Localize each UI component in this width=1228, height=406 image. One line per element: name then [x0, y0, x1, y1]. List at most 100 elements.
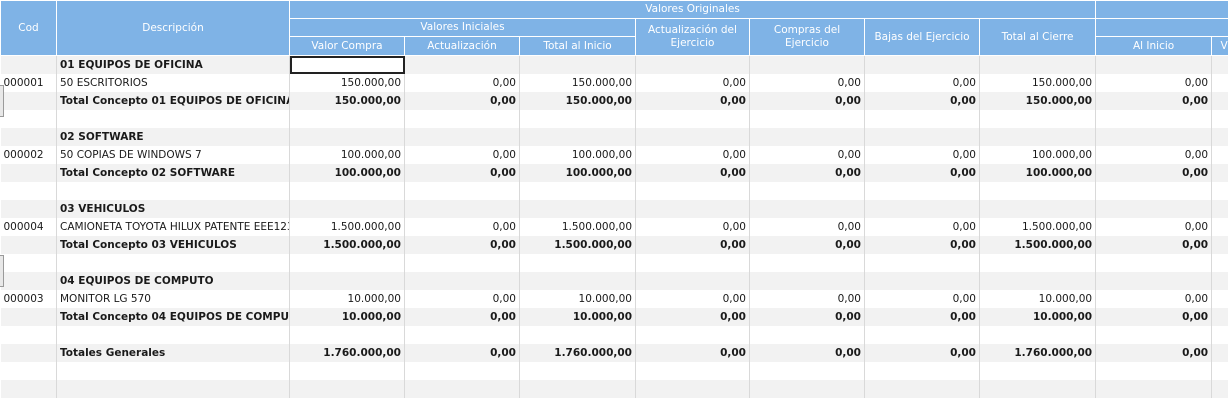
cell-total-al-cierre[interactable]: [979, 200, 1097, 218]
cell-next[interactable]: [1211, 55, 1228, 74]
cell-actualizacion-ejercicio[interactable]: [635, 254, 750, 272]
cell-compras-ejercicio[interactable]: [749, 380, 865, 398]
cell-valor-compra[interactable]: 100.000,00: [289, 164, 405, 182]
cell-al-inicio[interactable]: 0,00: [1095, 164, 1213, 182]
cell-actualizacion[interactable]: 0,00: [404, 236, 520, 254]
cell-valor-compra[interactable]: [289, 200, 405, 218]
cell-descripcion[interactable]: 50 COPIAS DE WINDOWS 7: [56, 146, 290, 164]
cell-actualizacion-ejercicio[interactable]: [635, 326, 750, 344]
cell-total-al-cierre[interactable]: [979, 182, 1097, 200]
cell-actualizacion-ejercicio[interactable]: 0,00: [635, 92, 750, 110]
cell-descripcion[interactable]: 04 EQUIPOS DE COMPUTO: [56, 272, 290, 290]
cell-compras-ejercicio[interactable]: 0,00: [749, 308, 865, 326]
group-header-row[interactable]: 04 EQUIPOS DE COMPUTO: [0, 272, 1228, 290]
cell-compras-ejercicio[interactable]: 0,00: [749, 218, 865, 236]
cell-valor-compra[interactable]: 1.760.000,00: [289, 344, 405, 362]
cell-al-inicio[interactable]: [1095, 110, 1213, 128]
cell-total-al-inicio[interactable]: [519, 200, 636, 218]
cell-next[interactable]: [1211, 272, 1228, 290]
cell-actualizacion[interactable]: [404, 55, 520, 74]
cell-total-al-cierre[interactable]: 1.760.000,00: [979, 344, 1097, 362]
total-row[interactable]: Total Concepto 03 VEHICULOS 1.500.000,00 0…: [0, 236, 1228, 254]
cell-actualizacion[interactable]: [404, 326, 520, 344]
cell-cod[interactable]: [0, 272, 57, 290]
total-row[interactable]: Total Concepto 02 SOFTWARE 100.000,00 0,00…: [0, 164, 1228, 182]
cell-total-al-inicio[interactable]: 10.000,00: [519, 290, 636, 308]
cell-bajas-ejercicio[interactable]: [864, 110, 980, 128]
cell-next[interactable]: [1211, 146, 1228, 164]
cell-bajas-ejercicio[interactable]: [864, 326, 980, 344]
cell-valor-compra[interactable]: [289, 110, 405, 128]
cell-total-al-cierre[interactable]: [979, 55, 1097, 74]
cell-descripcion[interactable]: CAMIONETA TOYOTA HILUX PATENTE EEE123: [56, 218, 290, 236]
cell-al-inicio[interactable]: [1095, 326, 1213, 344]
cell-actualizacion-ejercicio[interactable]: [635, 380, 750, 398]
cell-bajas-ejercicio[interactable]: 0,00: [864, 92, 980, 110]
cell-descripcion[interactable]: [56, 254, 290, 272]
cell-total-al-inicio[interactable]: 100.000,00: [519, 146, 636, 164]
cell-actualizacion[interactable]: 0,00: [404, 146, 520, 164]
cell-valor-compra[interactable]: [289, 55, 405, 74]
cell-valor-compra[interactable]: 100.000,00: [289, 146, 405, 164]
cell-actualizacion-ejercicio[interactable]: [635, 200, 750, 218]
cell-actualizacion-ejercicio[interactable]: 0,00: [635, 74, 750, 92]
cell-total-al-inicio[interactable]: [519, 362, 636, 380]
cell-bajas-ejercicio[interactable]: 0,00: [864, 290, 980, 308]
cell-actualizacion[interactable]: 0,00: [404, 218, 520, 236]
cell-total-al-inicio[interactable]: [519, 182, 636, 200]
cell-total-al-cierre[interactable]: [979, 254, 1097, 272]
cell-next[interactable]: [1211, 308, 1228, 326]
cell-total-al-cierre[interactable]: [979, 326, 1097, 344]
cell-compras-ejercicio[interactable]: [749, 182, 865, 200]
cell-next[interactable]: [1211, 218, 1228, 236]
blank-row[interactable]: [0, 326, 1228, 344]
cell-actualizacion-ejercicio[interactable]: 0,00: [635, 218, 750, 236]
cell-bajas-ejercicio[interactable]: [864, 182, 980, 200]
cell-next[interactable]: [1211, 380, 1228, 398]
cell-next[interactable]: [1211, 290, 1228, 308]
cell-actualizacion[interactable]: [404, 272, 520, 290]
cell-actualizacion-ejercicio[interactable]: 0,00: [635, 308, 750, 326]
header-compras-ejercicio[interactable]: Compras del Ejercicio: [749, 18, 865, 56]
cell-al-inicio[interactable]: [1095, 55, 1213, 74]
cell-total-al-inicio[interactable]: 150.000,00: [519, 92, 636, 110]
cell-next[interactable]: [1211, 344, 1228, 362]
grand-total-row[interactable]: Totales Generales 1.760.000,00 0,00 1.760.0…: [0, 344, 1228, 362]
cell-total-al-cierre[interactable]: [979, 128, 1097, 146]
cell-descripcion[interactable]: [56, 362, 290, 380]
cell-total-al-inicio[interactable]: [519, 55, 636, 74]
cell-bajas-ejercicio[interactable]: 0,00: [864, 74, 980, 92]
cell-bajas-ejercicio[interactable]: 0,00: [864, 164, 980, 182]
cell-cod[interactable]: [0, 308, 57, 326]
cell-valor-compra[interactable]: 10.000,00: [289, 308, 405, 326]
cell-compras-ejercicio[interactable]: [749, 55, 865, 74]
header-actualizacion[interactable]: Actualización: [404, 36, 520, 56]
cell-total-al-inicio[interactable]: [519, 254, 636, 272]
header-cod[interactable]: Cod: [0, 0, 57, 56]
cell-total-al-cierre[interactable]: 10.000,00: [979, 308, 1097, 326]
header-actualizacion-ejercicio[interactable]: Actualización del Ejercicio: [635, 18, 750, 56]
cell-actualizacion[interactable]: 0,00: [404, 164, 520, 182]
cell-total-al-cierre[interactable]: 10.000,00: [979, 290, 1097, 308]
cell-descripcion[interactable]: [56, 182, 290, 200]
cell-cod[interactable]: [0, 326, 57, 344]
cell-actualizacion-ejercicio[interactable]: [635, 362, 750, 380]
cell-cod[interactable]: 000001: [0, 74, 57, 92]
blank-row[interactable]: [0, 110, 1228, 128]
cell-bajas-ejercicio[interactable]: [864, 254, 980, 272]
cell-total-al-cierre[interactable]: 100.000,00: [979, 164, 1097, 182]
cell-total-al-cierre[interactable]: 150.000,00: [979, 92, 1097, 110]
cell-bajas-ejercicio[interactable]: 0,00: [864, 146, 980, 164]
cell-compras-ejercicio[interactable]: [749, 110, 865, 128]
cell-actualizacion-ejercicio[interactable]: 0,00: [635, 344, 750, 362]
cell-cod[interactable]: [0, 380, 57, 398]
cell-total-al-inicio[interactable]: [519, 326, 636, 344]
cell-compras-ejercicio[interactable]: [749, 128, 865, 146]
cell-descripcion[interactable]: Total Concepto 04 EQUIPOS DE COMPUTO: [56, 308, 290, 326]
cell-descripcion[interactable]: 50 ESCRITORIOS: [56, 74, 290, 92]
cell-al-inicio[interactable]: [1095, 200, 1213, 218]
cell-al-inicio[interactable]: [1095, 254, 1213, 272]
cell-valor-compra[interactable]: 150.000,00: [289, 92, 405, 110]
cell-total-al-inicio[interactable]: [519, 128, 636, 146]
cell-total-al-inicio[interactable]: 1.760.000,00: [519, 344, 636, 362]
